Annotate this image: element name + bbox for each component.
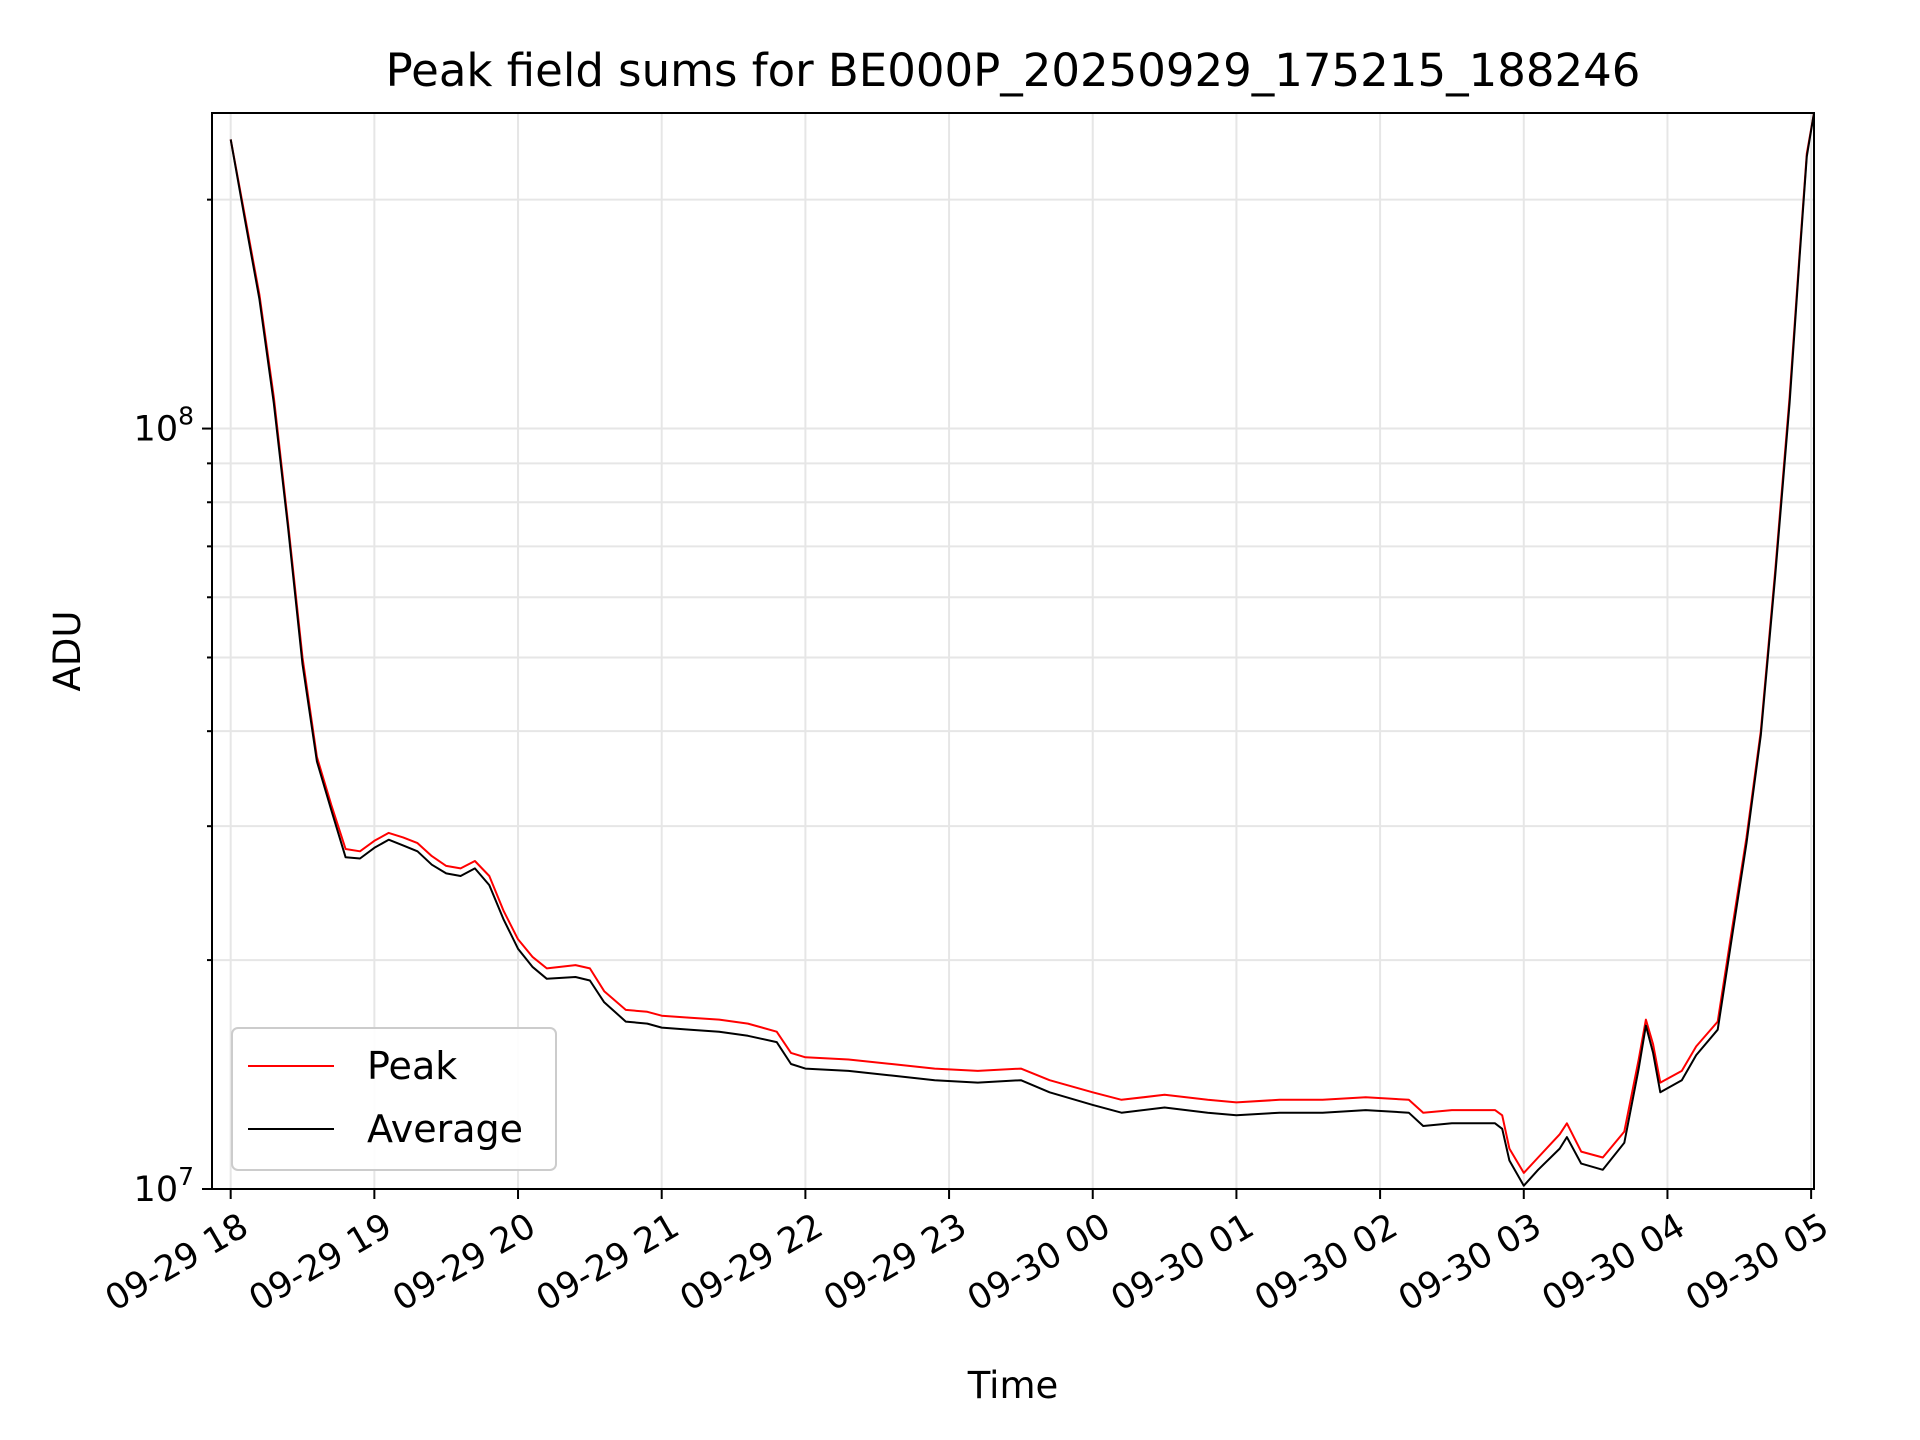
y-axis-label: ADU: [46, 611, 89, 692]
legend-label-average: Average: [367, 1107, 523, 1151]
plot-frame: [211, 112, 1815, 1190]
series-line-average: [229, 113, 1814, 1187]
y-tick-label: 107: [134, 1162, 194, 1210]
legend-label-peak: Peak: [367, 1044, 457, 1088]
x-axis-label: Time: [967, 1364, 1059, 1407]
y-tick-label: 108: [134, 402, 194, 450]
series-line-peak: [229, 113, 1814, 1174]
series-lines: [229, 113, 1814, 1187]
plot-background: [212, 113, 1814, 1189]
legend: Peak Average: [231, 1027, 557, 1171]
grid: [212, 113, 1814, 1190]
legend-box: [231, 1027, 557, 1171]
chart-title: Peak field sums for BE000P_20250929_1752…: [386, 44, 1641, 97]
